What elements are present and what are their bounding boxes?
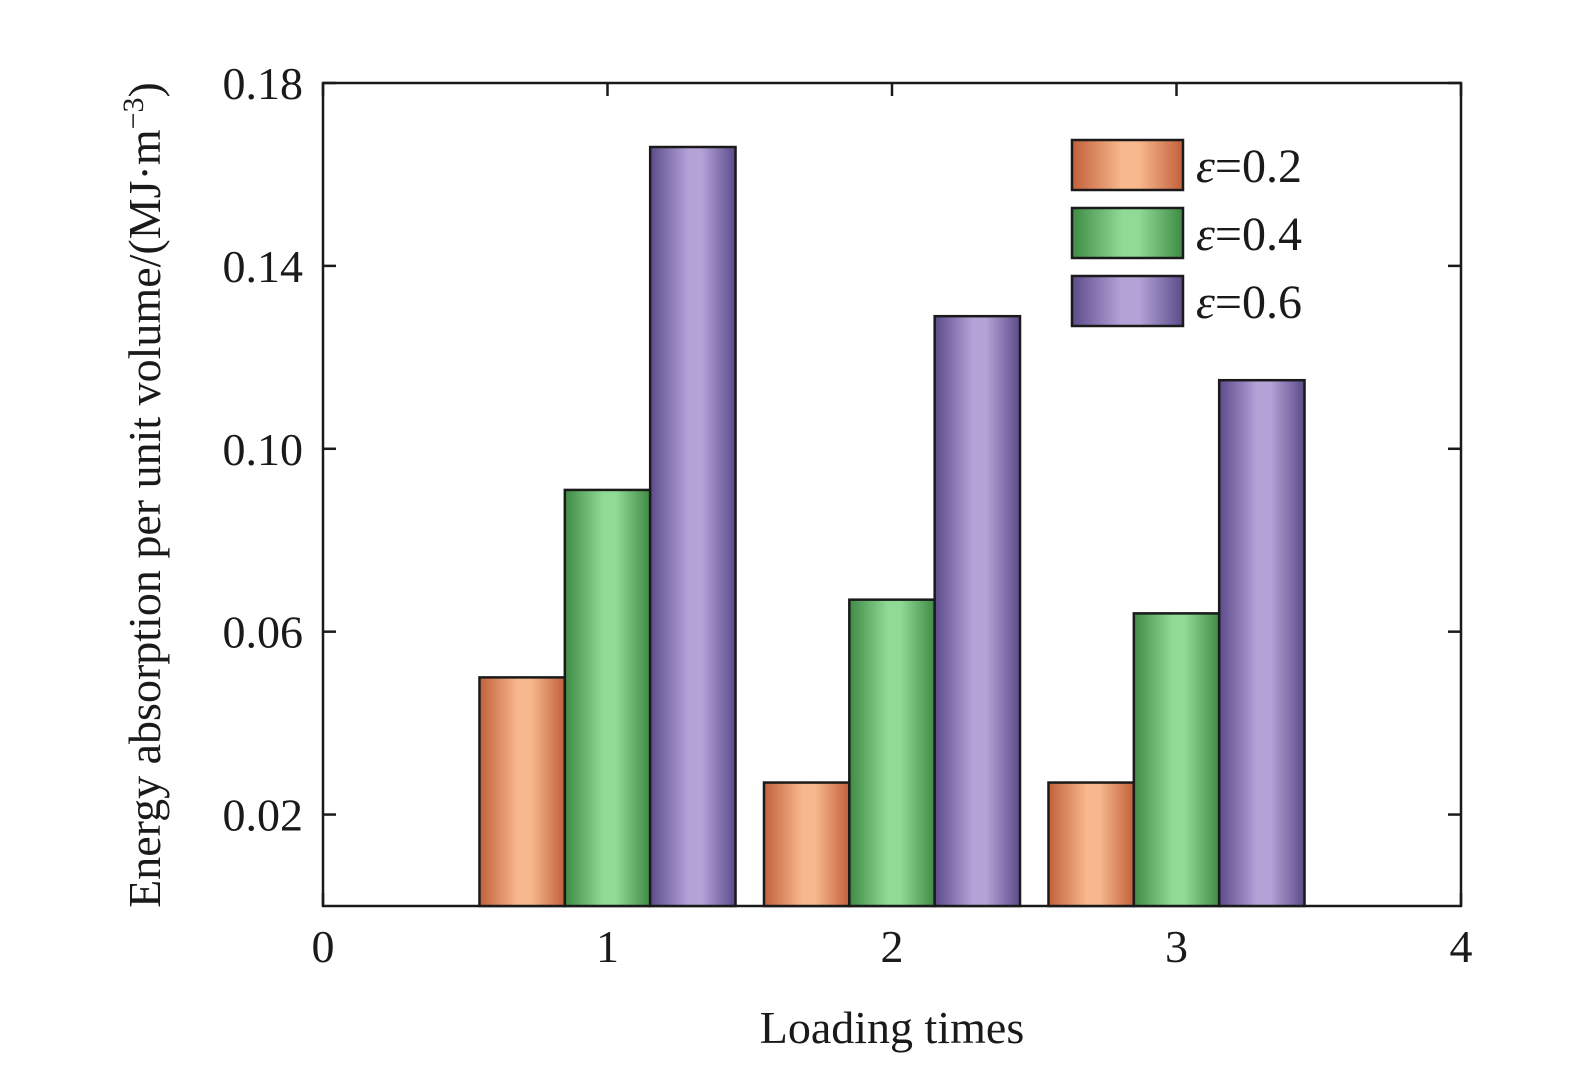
legend: ε=0.2ε=0.4ε=0.6 — [1070, 138, 1302, 329]
y-axis-ticks: 0.02 0.06 0.10 0.14 0.18 — [223, 58, 1461, 841]
bar-1-0.4 — [563, 488, 652, 908]
y-tick-label: 0.14 — [223, 241, 304, 292]
y-tick-label: 0.10 — [223, 424, 304, 475]
bar-2-0.4 — [848, 598, 936, 908]
legend-label: ε=0.4 — [1196, 208, 1302, 261]
bar-1-0.2 — [478, 676, 567, 908]
legend-symbol: ε — [1196, 208, 1215, 261]
bars — [478, 145, 1306, 908]
bar-2-0.6 — [933, 314, 1022, 908]
legend-value: =0.4 — [1215, 208, 1302, 261]
bar-3-0.4 — [1132, 612, 1221, 908]
x-tick-label: 2 — [881, 921, 904, 972]
legend-label: ε=0.6 — [1196, 276, 1302, 329]
legend-value: =0.6 — [1215, 276, 1302, 329]
legend-value: =0.2 — [1215, 140, 1302, 193]
y-axis-label-superscript: −3 — [117, 97, 150, 129]
y-tick-label: 0.18 — [223, 58, 304, 109]
legend-symbol: ε — [1196, 140, 1215, 193]
legend-swatch — [1070, 206, 1185, 260]
x-tick-label: 1 — [596, 921, 619, 972]
x-axis-label: Loading times — [760, 1002, 1024, 1053]
x-tick-label: 0 — [312, 921, 335, 972]
y-axis-label-main: Energy absorption per unit volume/(MJ·m — [119, 129, 170, 908]
legend-label: ε=0.2 — [1196, 140, 1302, 193]
y-axis-label-close: ) — [119, 82, 170, 97]
legend-swatch — [1070, 274, 1185, 328]
bar-3-0.6 — [1217, 378, 1306, 908]
bar-1-0.6 — [648, 145, 737, 908]
x-tick-label: 3 — [1165, 921, 1188, 972]
legend-swatch — [1070, 138, 1185, 192]
x-tick-label: 4 — [1450, 921, 1473, 972]
y-tick-label: 0.02 — [223, 790, 304, 841]
y-axis-label: Energy absorption per unit volume/(MJ·m−… — [117, 82, 170, 908]
bar-2-0.2 — [762, 781, 851, 908]
legend-symbol: ε — [1196, 276, 1215, 329]
y-tick-label: 0.06 — [223, 607, 304, 658]
bar-3-0.2 — [1047, 781, 1136, 908]
